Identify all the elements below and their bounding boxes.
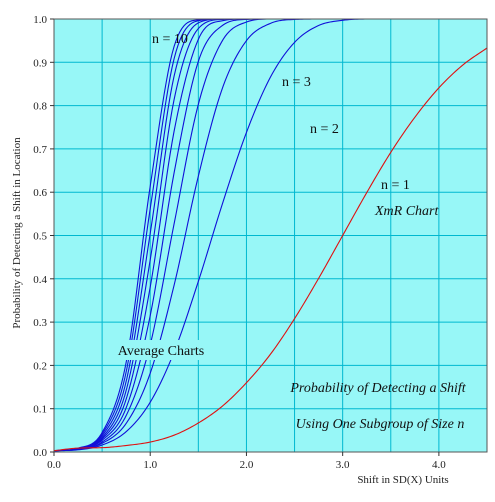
- label-xmr-chart: XmR Chart: [374, 204, 440, 219]
- label-average-charts: Average Charts: [118, 344, 204, 359]
- y-tick-label: 0.6: [33, 187, 47, 199]
- x-tick-label: 3.0: [336, 459, 350, 471]
- x-tick-label: 0.0: [47, 459, 61, 471]
- x-axis-title: Shift in SD(X) Units: [357, 474, 448, 486]
- label-n2: n = 2: [310, 122, 339, 137]
- x-tick-label: 4.0: [432, 459, 446, 471]
- tick-labels: 0.0 1.0 2.0 3.0 4.0 0.0 0.1 0.2 0.3 0.4 0.5 0.6 0.7 0…: [33, 14, 446, 471]
- average-charts-label-box: [108, 340, 214, 360]
- y-tick-label: 0.2: [33, 360, 47, 372]
- note-line-2: Using One Subgroup of Size n: [296, 417, 465, 432]
- y-tick-label: 1.0: [33, 14, 47, 26]
- y-tick-label: 0.4: [33, 274, 47, 286]
- xmr-chart-curve: [53, 47, 488, 452]
- y-tick-label: 0.9: [33, 57, 47, 69]
- y-tick-label: 0.8: [33, 101, 47, 113]
- y-tick-label: 0.3: [33, 317, 47, 329]
- label-n10: n = 10: [152, 32, 188, 47]
- label-n3: n = 3: [282, 75, 311, 90]
- y-tick-label: 0.5: [33, 231, 47, 243]
- label-n1: n = 1: [381, 178, 410, 193]
- y-tick-label: 0.1: [33, 404, 47, 416]
- y-tick-label: 0.0: [33, 447, 47, 459]
- y-axis-title: Probability of Detecting a Shift in Loca…: [11, 137, 23, 329]
- x-tick-label: 1.0: [143, 459, 157, 471]
- x-tick-label: 2.0: [240, 459, 254, 471]
- y-tick-label: 0.7: [33, 144, 47, 156]
- note-line-1: Probability of Detecting a Shift: [289, 381, 466, 396]
